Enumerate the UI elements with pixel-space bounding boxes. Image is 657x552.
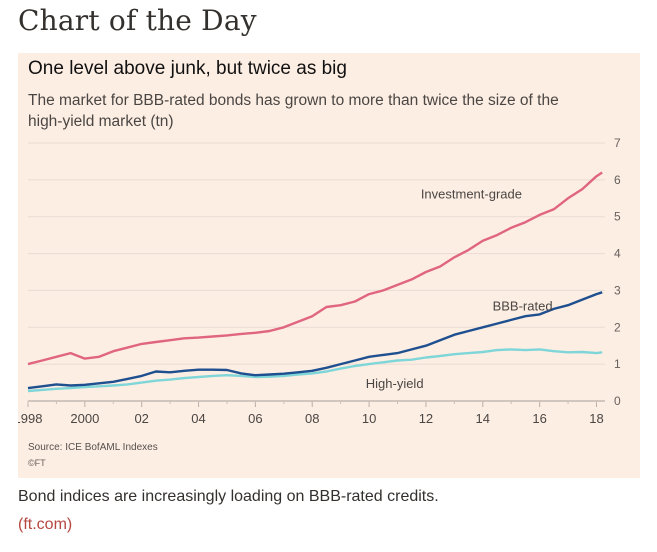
y-tick-label: 7: [614, 136, 621, 150]
chart-source: Source: ICE BofAML Indexes: [28, 442, 158, 453]
chart-subtitle: The market for BBB-rated bonds has grown…: [28, 92, 559, 130]
series-line-bbb-rated: [27, 291, 603, 390]
x-tick-label: 18: [589, 411, 603, 426]
x-tick-label: 10: [362, 411, 376, 426]
page-heading: Chart of the Day: [18, 4, 257, 37]
chart-card: One level above junk, but twice as big T…: [18, 53, 640, 478]
y-tick-label: 5: [614, 210, 621, 224]
series-line-high-yield: [27, 348, 603, 393]
x-tick-label: 1998: [18, 411, 42, 426]
y-tick-label: 1: [614, 357, 621, 371]
x-tick-label: 08: [305, 411, 319, 426]
series-annotation: Investment-grade: [421, 186, 522, 201]
series-annotation: BBB-rated: [493, 299, 553, 314]
y-tick-label: 4: [614, 247, 621, 261]
series-annotation: High-yield: [366, 376, 424, 391]
y-tick-label: 2: [614, 320, 621, 334]
caption: Bond indices are increasingly loading on…: [18, 488, 439, 505]
x-tick-label: 12: [419, 411, 433, 426]
x-tick-label: 2000: [70, 411, 99, 426]
series-line-investment-grade: [27, 171, 603, 366]
x-tick-label: 14: [476, 411, 490, 426]
line-chart: 0123456719982000020406081012141618Invest…: [18, 136, 621, 426]
x-tick-label: 04: [191, 411, 205, 426]
x-tick-label: 02: [134, 411, 148, 426]
x-tick-label: 06: [248, 411, 262, 426]
y-tick-label: 0: [614, 394, 621, 408]
y-tick-label: 6: [614, 173, 621, 187]
source-link[interactable]: (ft.com): [18, 516, 73, 533]
chart-credit: ©FT: [28, 458, 46, 468]
chart-title: One level above junk, but twice as big: [28, 58, 347, 79]
x-tick-label: 16: [532, 411, 546, 426]
y-tick-label: 3: [614, 283, 621, 297]
